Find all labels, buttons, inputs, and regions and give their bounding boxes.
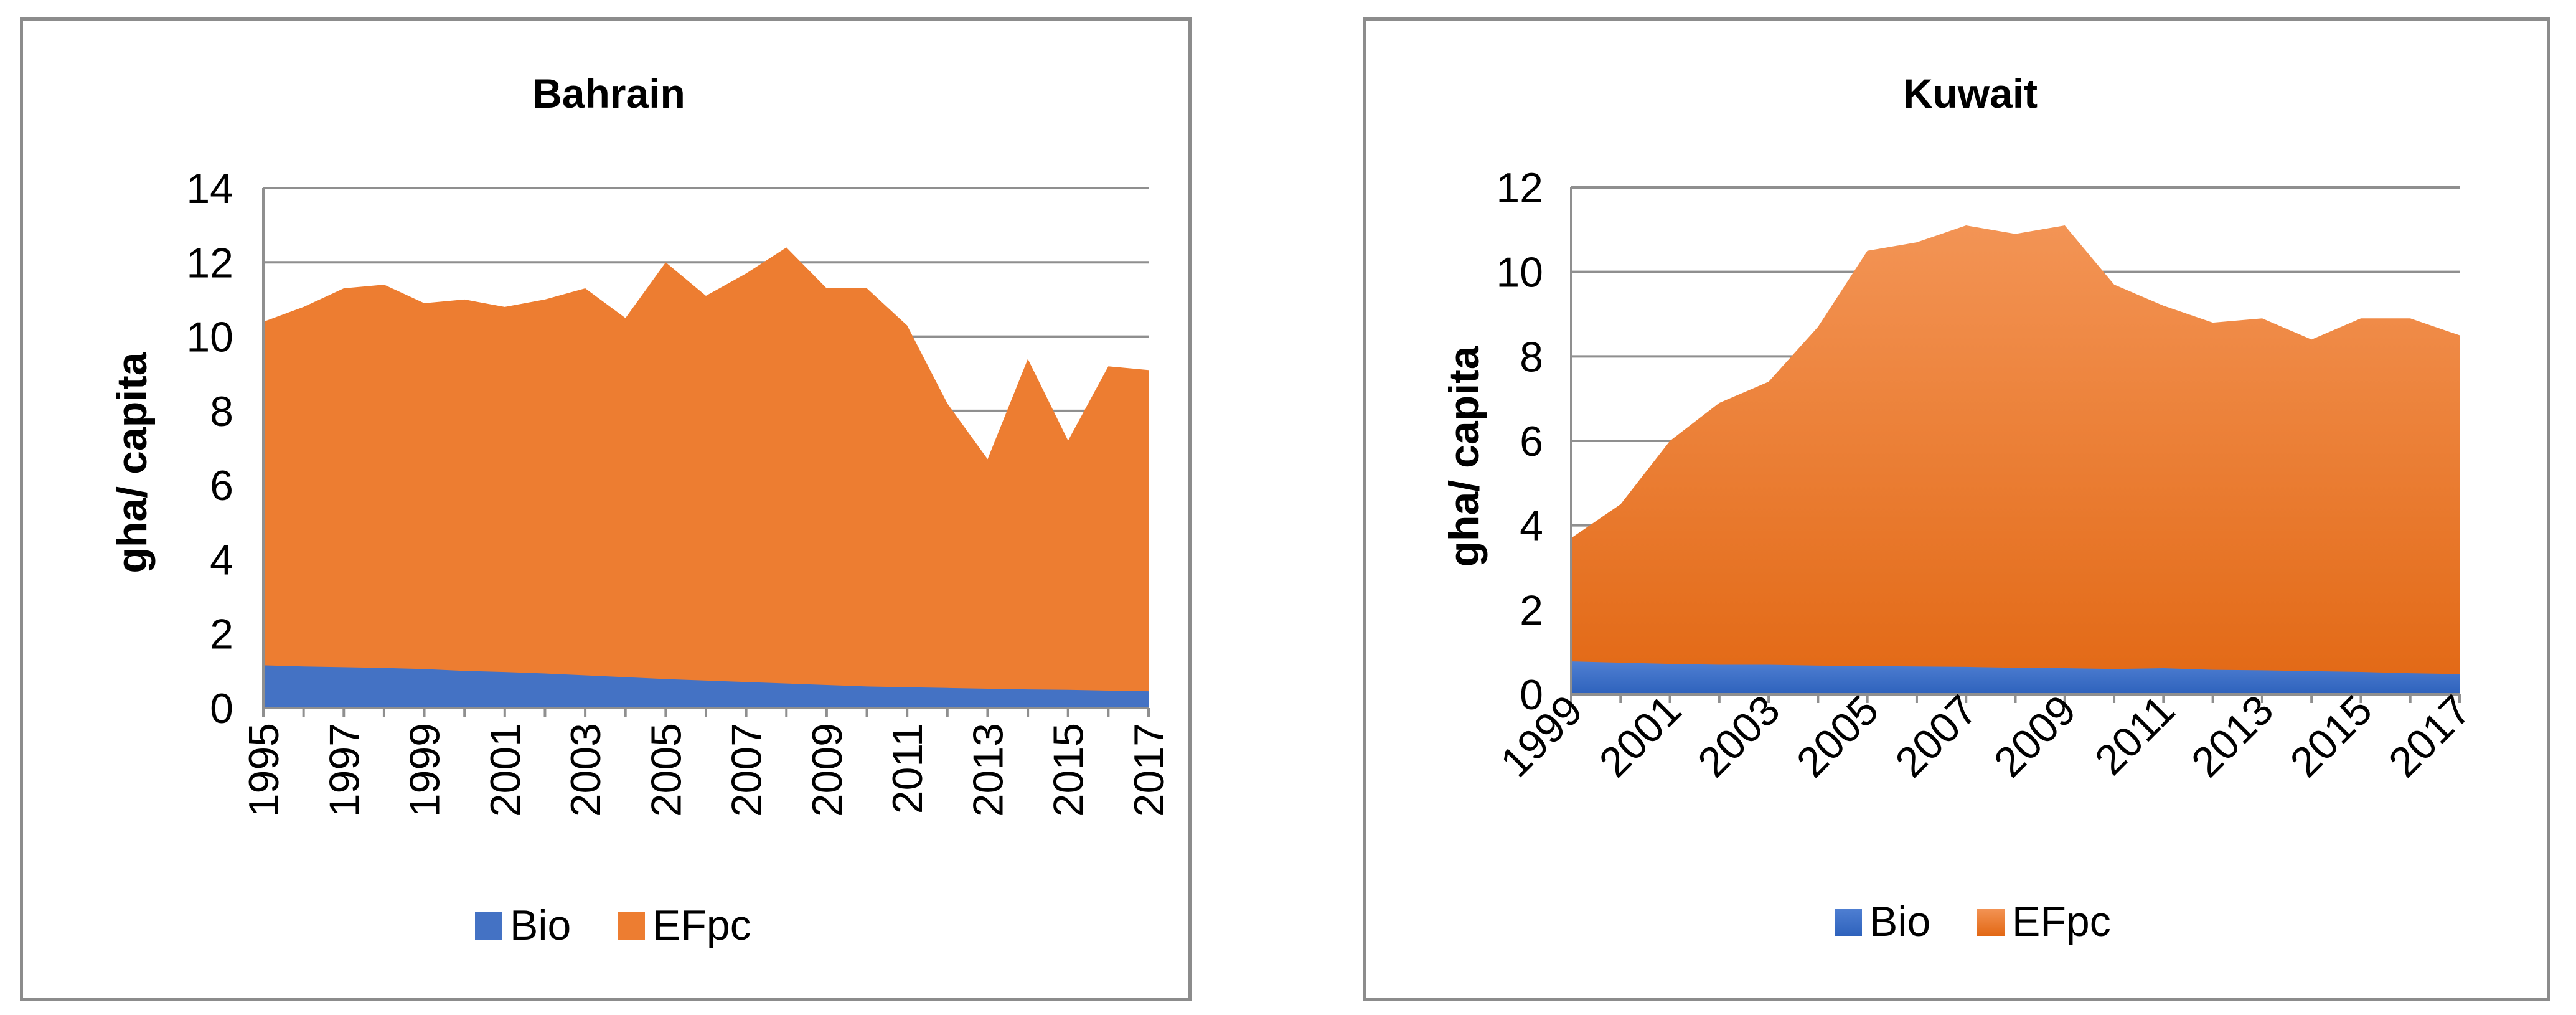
area-series-bio xyxy=(263,665,1149,708)
area-series-efpc xyxy=(263,247,1149,708)
x-tick-label: 2009 xyxy=(804,723,851,817)
chart-svg-kuwait: Kuwait gha/ capita 024681012199920012003… xyxy=(1441,70,2480,945)
y-tick-label: 0 xyxy=(210,685,233,732)
legend-label-efpc: EFpc xyxy=(2012,898,2111,945)
x-tick-label: 2003 xyxy=(562,723,609,817)
y-tick-label: 8 xyxy=(1520,333,1543,380)
x-tick-label: 2007 xyxy=(1886,686,1986,786)
x-tick-label: 2005 xyxy=(642,723,690,817)
x-tick-label: 1999 xyxy=(402,723,449,817)
area-series-efpc xyxy=(1571,225,2460,694)
x-tick-label: 2013 xyxy=(2183,686,2283,786)
x-tick-label: 2017 xyxy=(2380,686,2480,786)
legend: Bio EFpc xyxy=(1835,898,2111,945)
y-tick-label: 10 xyxy=(1496,249,1543,296)
y-tick-label: 2 xyxy=(210,611,233,658)
x-tick-label: 2011 xyxy=(884,723,931,814)
x-tick-label: 2011 xyxy=(2086,686,2184,784)
legend: Bio EFpc xyxy=(475,902,751,949)
y-tick-label: 12 xyxy=(1496,164,1543,212)
chart-title: Kuwait xyxy=(1903,70,2038,116)
area-series-bio xyxy=(1571,661,2460,694)
y-tick-label: 4 xyxy=(1520,503,1543,550)
x-tick-label: 2007 xyxy=(723,723,771,817)
plot-area: 0 2 4 6 8 10 12 14 1995 1997 1999 2001 2003 2005 2007 2… xyxy=(186,165,1173,817)
legend-label-bio: Bio xyxy=(1869,898,1930,945)
y-tick-label: 14 xyxy=(186,165,233,212)
legend-label-bio: Bio xyxy=(510,902,571,949)
x-tick-label: 2001 xyxy=(482,723,529,817)
x-tick-label: 1995 xyxy=(240,723,288,817)
legend-swatch-efpc xyxy=(1977,909,2005,936)
y-tick-label: 8 xyxy=(210,388,233,435)
chart-panel-bahrain: Bahrain gha/ capita 0 2 4 6 8 10 12 14 1995 1997 1… xyxy=(20,17,1192,1001)
x-tick-label: 2015 xyxy=(2281,686,2381,786)
legend-swatch-bio xyxy=(475,912,502,940)
y-tick-label: 10 xyxy=(186,314,233,361)
legend-swatch-bio xyxy=(1835,909,1862,936)
x-tick-label: 2015 xyxy=(1045,723,1093,817)
x-tick-label: 2013 xyxy=(964,723,1012,817)
x-tick-label: 2003 xyxy=(1689,686,1789,786)
y-tick-label: 6 xyxy=(210,462,233,509)
y-tick-label: 4 xyxy=(210,536,233,583)
y-axis-label: gha/ capita xyxy=(1441,345,1488,567)
chart-title: Bahrain xyxy=(532,70,685,116)
y-tick-label: 12 xyxy=(186,239,233,286)
y-tick-label: 0 xyxy=(1520,671,1543,719)
y-tick-label: 6 xyxy=(1520,418,1543,465)
chart-panel-kuwait: Kuwait gha/ capita 0 2 4 6 8 10 12 1999 2001 2003… xyxy=(1363,17,2550,1001)
x-tick-label: 2001 xyxy=(1590,686,1690,786)
y-axis-label: gha/ capita xyxy=(108,351,156,573)
chart-svg-bahrain: Bahrain gha/ capita 0 2 4 6 8 10 12 14 1995 1997 1… xyxy=(108,70,1173,949)
x-tick-label: 2017 xyxy=(1126,723,1173,817)
y-tick-label: 2 xyxy=(1520,587,1543,634)
x-tick-label: 1997 xyxy=(321,723,368,817)
legend-swatch-efpc xyxy=(618,912,645,940)
x-tick-label: 2005 xyxy=(1788,686,1888,786)
x-tick-label: 2009 xyxy=(1985,686,2085,786)
legend-label-efpc: EFpc xyxy=(652,902,751,949)
